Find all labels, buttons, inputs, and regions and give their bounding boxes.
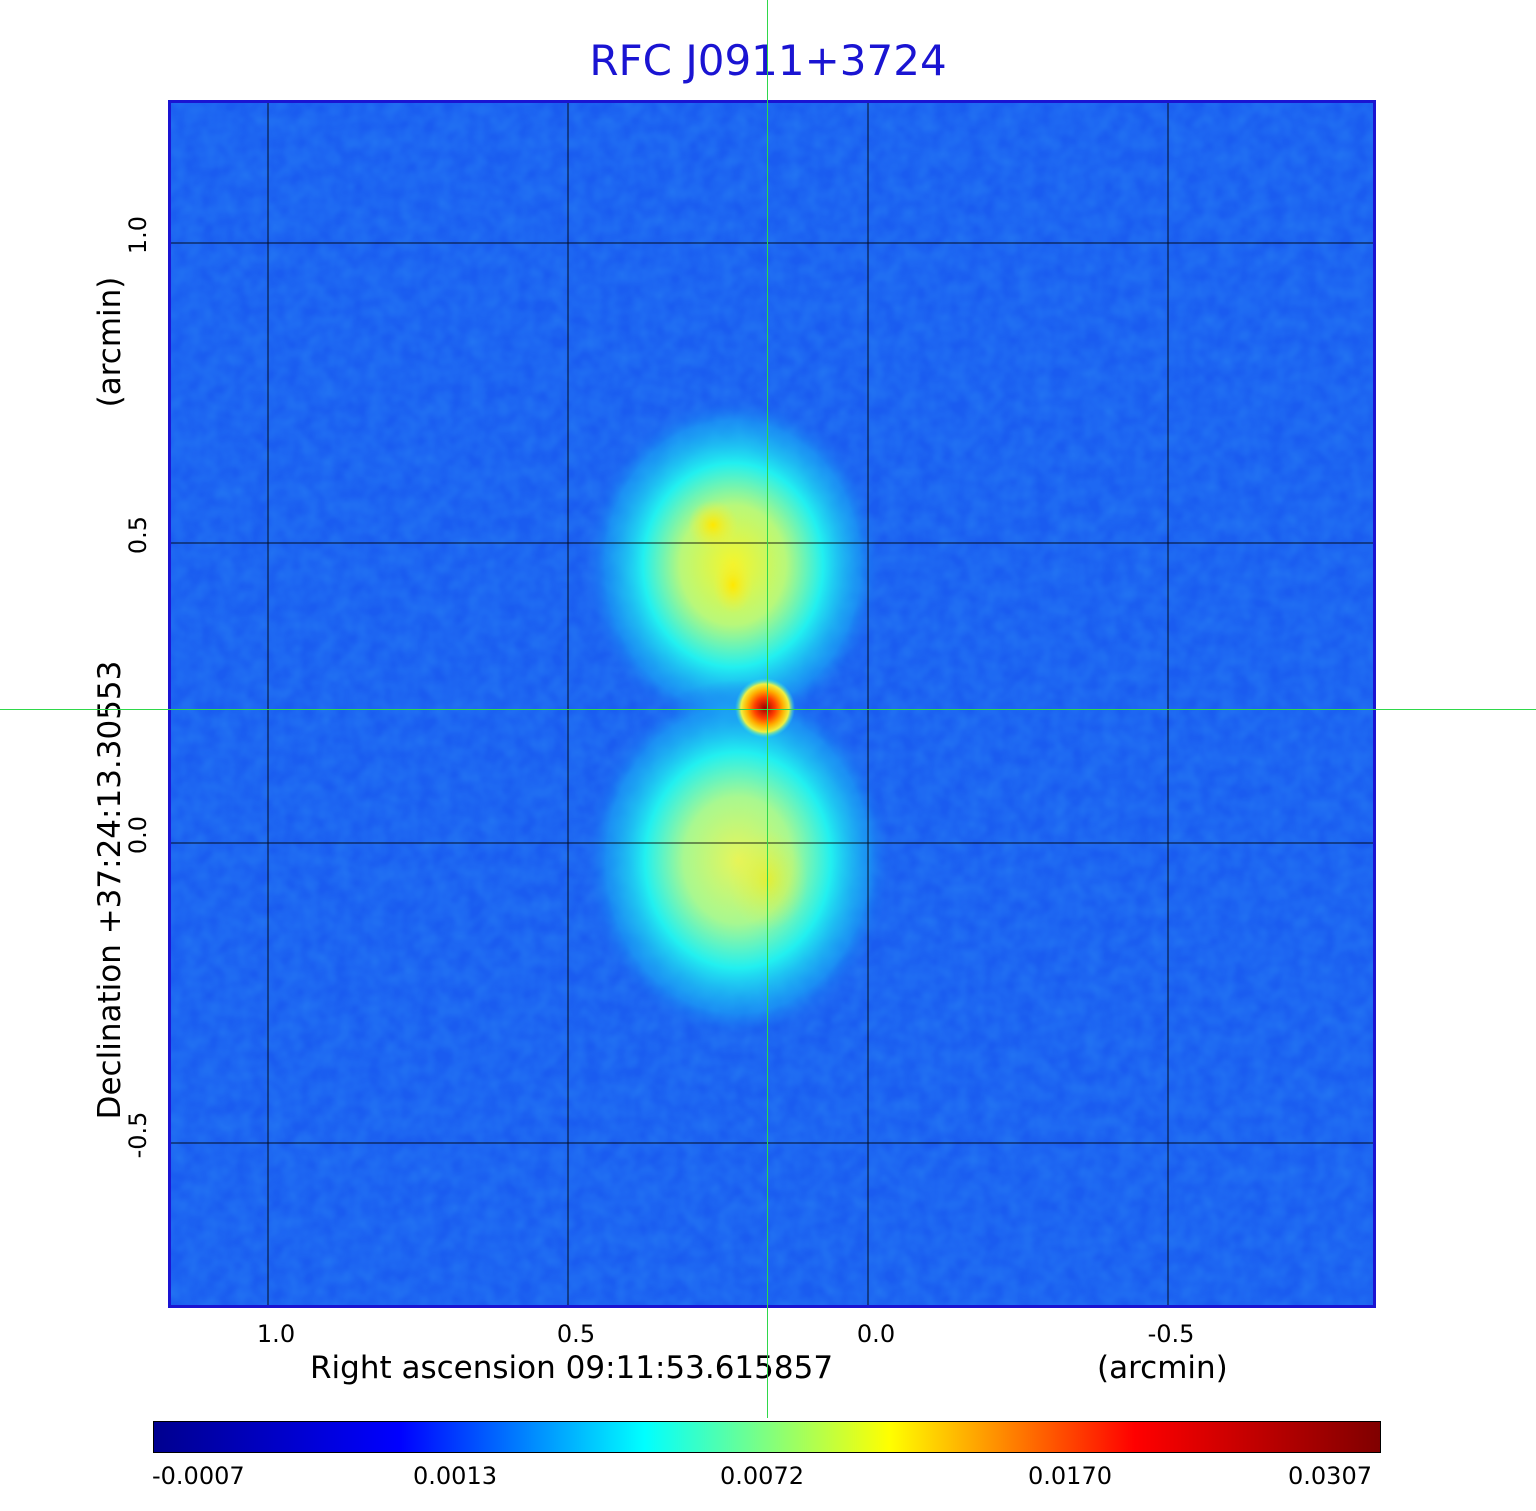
radio-image-panel[interactable] xyxy=(168,100,1376,1308)
radio-image xyxy=(168,100,1376,1308)
coordinate-grid xyxy=(168,100,1376,1308)
x-tick-label: 0.5 xyxy=(556,1320,596,1348)
core xyxy=(735,678,795,738)
colorbar xyxy=(153,1421,1381,1453)
x-axis-unit: (arcmin) xyxy=(1097,1350,1228,1386)
crosshair-horizontal xyxy=(0,709,1536,710)
x-axis-label: Right ascension 09:11:53.615857 xyxy=(310,1350,834,1386)
y-tick-label: 0.5 xyxy=(124,515,152,555)
x-tick-label: -0.5 xyxy=(1147,1320,1195,1348)
y-axis-unit: (arcmin) xyxy=(92,276,128,408)
plot-title: RFC J0911+3724 xyxy=(589,36,947,85)
plot-frame xyxy=(168,100,1376,1308)
north-hotspot xyxy=(688,500,738,550)
y-tick-label: -0.5 xyxy=(124,1111,152,1159)
y-tick-label: 1.0 xyxy=(124,215,152,255)
north-knot xyxy=(713,557,753,613)
colorbar-tick-label: -0.0007 xyxy=(152,1462,245,1490)
colorbar-tick-label: 0.0170 xyxy=(1028,1462,1112,1490)
y-tick-label: 0.0 xyxy=(124,815,152,855)
colorbar-tick-label: 0.0072 xyxy=(720,1462,804,1490)
y-axis-label: Declination +37:24:13.30553 xyxy=(92,660,128,1120)
x-tick-label: 1.0 xyxy=(256,1320,296,1348)
south-hotspot xyxy=(728,830,808,930)
colorbar-tick-label: 0.0013 xyxy=(413,1462,497,1490)
colorbar-tick-label: 0.0307 xyxy=(1288,1462,1372,1490)
x-tick-label: 0.0 xyxy=(856,1320,896,1348)
